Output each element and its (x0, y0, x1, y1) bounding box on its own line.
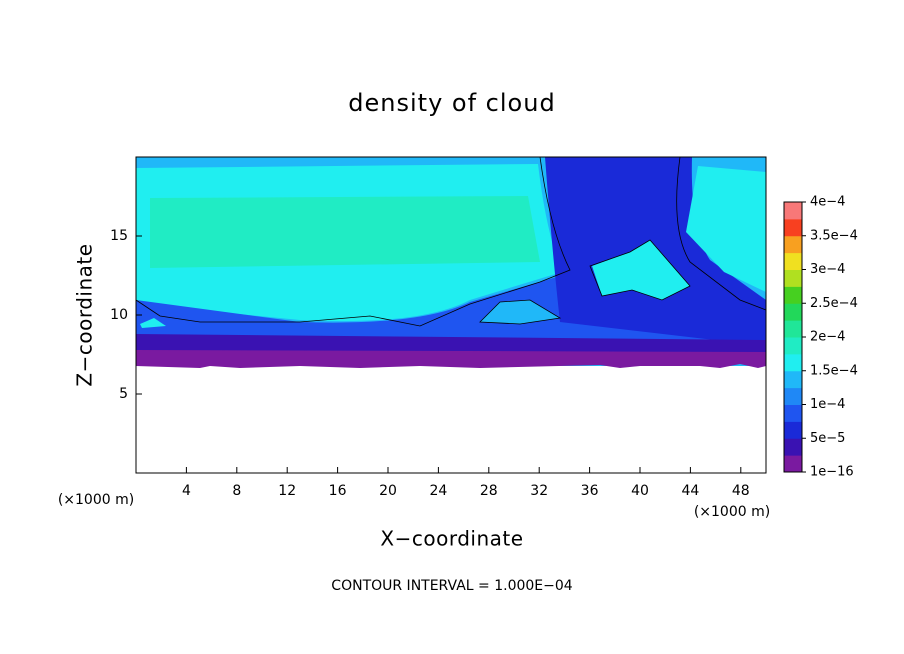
colorbar-label: 1.5e−4 (810, 363, 858, 378)
y-axis-label: Z−coordinate (73, 243, 97, 386)
colorbar-band (784, 235, 802, 254)
x-unit: (×1000 m) (694, 504, 770, 520)
x-tick-label: 24 (429, 483, 447, 499)
x-axis-label: X−coordinate (380, 527, 523, 551)
colorbar-band (784, 320, 802, 338)
contour-fill (686, 166, 766, 292)
contour-fill (150, 196, 540, 268)
x-tick-label: 48 (732, 483, 750, 499)
footer: CONTOUR INTERVAL = 1.000E−04 (331, 578, 572, 594)
contour-line (135, 156, 767, 327)
colorbar-label: 2.5e−4 (810, 296, 858, 311)
x-tick-label: 12 (278, 483, 296, 499)
colorbar-label: 1e−4 (810, 397, 845, 412)
colorbar-band (784, 387, 802, 405)
colorbar-band (784, 202, 802, 220)
colorbar-band (784, 421, 802, 439)
x-tick-label: 28 (480, 483, 498, 499)
x-tick-label: 16 (329, 483, 347, 499)
contour-fill (592, 240, 690, 300)
y-tick-label: 5 (119, 386, 128, 402)
colorbar-label: 3.5e−4 (810, 228, 858, 243)
chart-title: density of cloud (348, 89, 555, 117)
y-tick-label: 10 (110, 307, 128, 323)
colorbar-label: 1e−16 (810, 465, 854, 480)
x-tick-label: 32 (530, 483, 548, 499)
x-tick-label: 8 (232, 483, 241, 499)
colorbar-band (784, 353, 802, 372)
colorbar-band (784, 269, 802, 287)
colorbar-band (784, 370, 802, 389)
x-tick-label: 36 (581, 483, 599, 499)
colorbar-label: 4e−4 (810, 195, 845, 210)
x-tick-label: 20 (379, 483, 397, 499)
contour-fill (140, 318, 166, 328)
colorbar-band (784, 218, 802, 237)
colorbar-band (784, 438, 802, 456)
x-tick-label: 40 (631, 483, 649, 499)
colorbar-band (784, 252, 802, 270)
colorbar-label: 5e−5 (810, 431, 845, 446)
colorbar-band (784, 303, 802, 321)
colorbar-band (784, 286, 802, 304)
colorbar-label: 2e−4 (810, 330, 845, 345)
x-tick-label: 44 (681, 483, 699, 499)
colorbar-band (784, 337, 802, 355)
contour-fill (136, 350, 766, 368)
x-unit: (×1000 m) (58, 492, 134, 508)
x-tick-label: 4 (182, 483, 191, 499)
colorbar-band (784, 455, 802, 473)
y-tick-label: 15 (110, 228, 128, 244)
colorbar-band (784, 404, 802, 422)
colorbar-label: 3e−4 (810, 262, 845, 277)
